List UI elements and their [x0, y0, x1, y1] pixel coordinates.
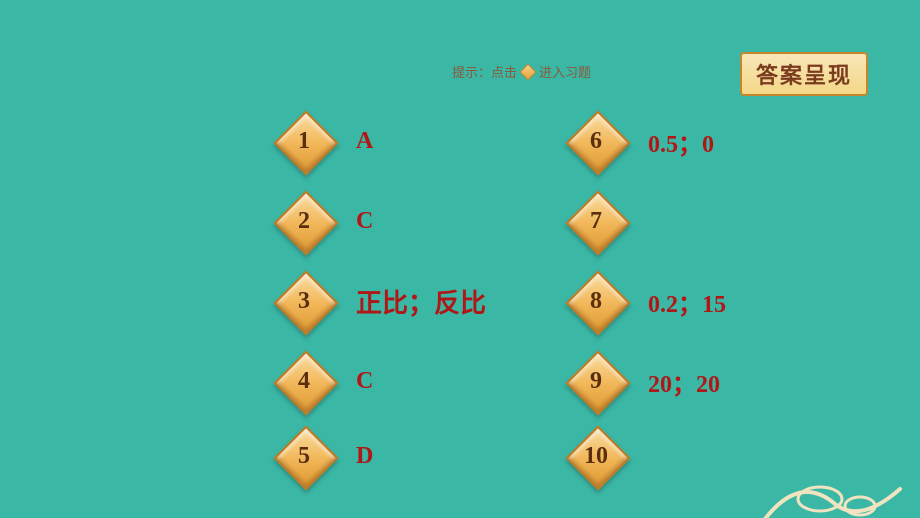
number-diamond[interactable]: 3 [278, 275, 330, 327]
answer-badge-label: 答案呈现 [756, 63, 852, 88]
number-diamond[interactable]: 1 [278, 115, 330, 167]
answer-text: C [356, 208, 373, 235]
answer-row: 6 0.5；0 [570, 115, 714, 167]
answer-badge: 答案呈现 [740, 52, 868, 96]
answer-text: 正比；反比 [356, 283, 486, 320]
answer-text: 0.2；15 [648, 284, 726, 319]
question-number: 10 [570, 430, 622, 482]
question-number: 1 [278, 115, 330, 167]
answer-row: 8 0.2；15 [570, 275, 726, 327]
hint-suffix: 进入习题 [539, 62, 591, 81]
number-diamond[interactable]: 6 [570, 115, 622, 167]
number-diamond[interactable]: 5 [278, 430, 330, 482]
question-number: 8 [570, 275, 622, 327]
number-diamond[interactable]: 8 [570, 275, 622, 327]
hint-prefix: 提示：点击 [452, 62, 517, 81]
answer-text: 20；20 [648, 364, 720, 399]
number-diamond[interactable]: 2 [278, 195, 330, 247]
question-number: 7 [570, 195, 622, 247]
decor-icon [760, 464, 910, 518]
answer-row: 5D [278, 430, 373, 482]
question-number: 6 [570, 115, 622, 167]
answer-row: 2C [278, 195, 373, 247]
answer-row: 7 [570, 195, 648, 247]
answer-text: C [356, 368, 373, 395]
question-number: 2 [278, 195, 330, 247]
answer-row: 1A [278, 115, 373, 167]
answer-row: 3 正比；反比 [278, 275, 486, 327]
question-number: 9 [570, 355, 622, 407]
number-diamond[interactable]: 4 [278, 355, 330, 407]
answer-row: 9 20；20 [570, 355, 720, 407]
answer-row: 4C [278, 355, 373, 407]
hint-text: 提示：点击 进入习题 [452, 62, 591, 81]
question-number: 5 [278, 430, 330, 482]
answer-text: 0.5；0 [648, 124, 714, 159]
question-number: 3 [278, 275, 330, 327]
answer-text: A [356, 128, 373, 155]
number-diamond[interactable]: 9 [570, 355, 622, 407]
diamond-icon [520, 63, 537, 80]
number-diamond[interactable]: 10 [570, 430, 622, 482]
answer-text: D [356, 443, 373, 470]
answer-row: 10 [570, 430, 648, 482]
question-number: 4 [278, 355, 330, 407]
number-diamond[interactable]: 7 [570, 195, 622, 247]
